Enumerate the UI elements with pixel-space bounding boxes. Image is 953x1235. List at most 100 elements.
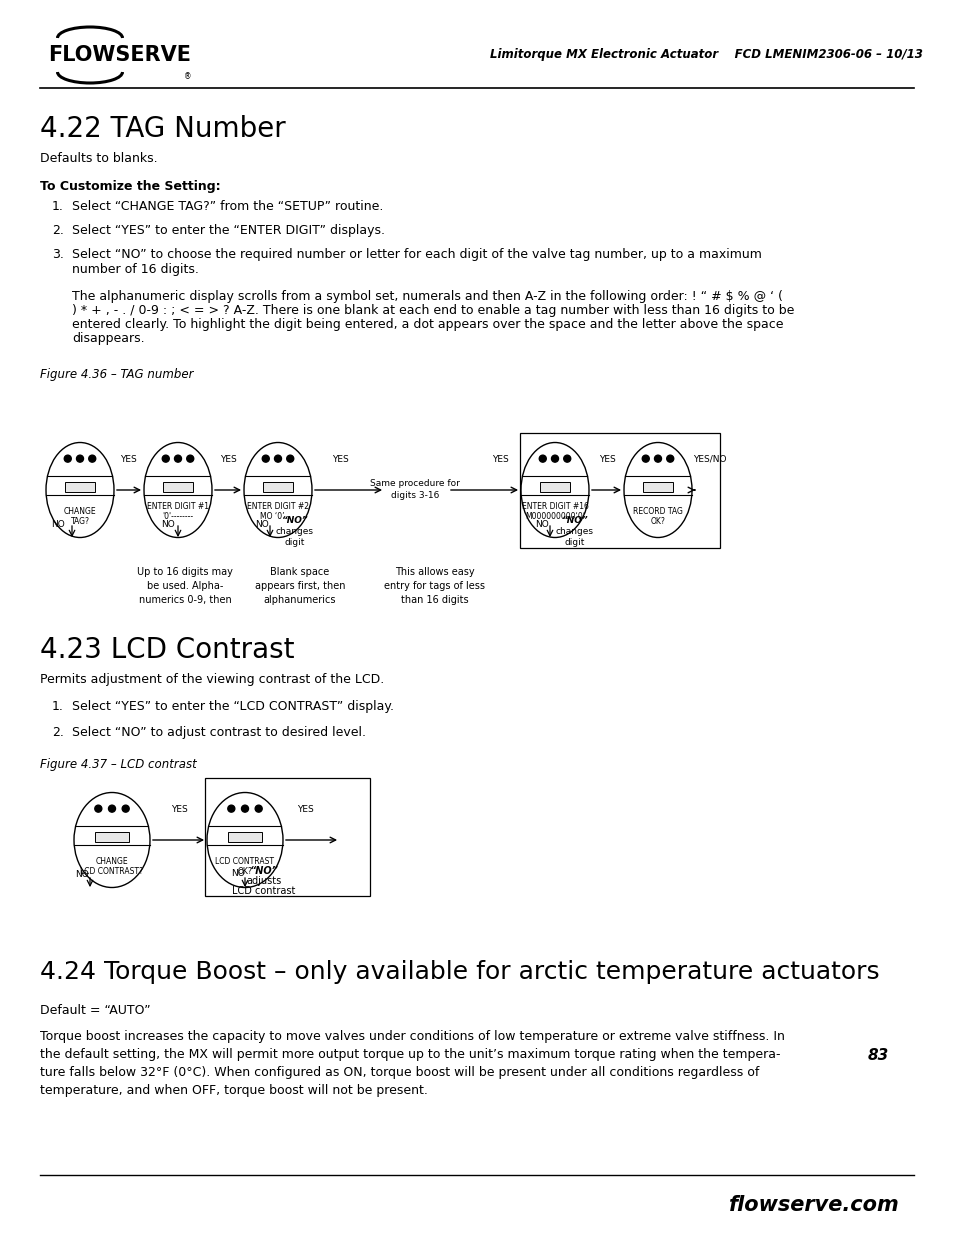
Text: Up to 16 digits may
be used. Alpha-
numerics 0-9, then: Up to 16 digits may be used. Alpha- nume… [137, 567, 233, 605]
Text: NO: NO [161, 520, 174, 529]
FancyBboxPatch shape [65, 483, 95, 492]
Ellipse shape [244, 442, 312, 537]
Text: “NO”: “NO” [281, 516, 308, 525]
Text: RECORD TAG: RECORD TAG [633, 506, 682, 516]
Text: Select “NO” to adjust contrast to desired level.: Select “NO” to adjust contrast to desire… [71, 726, 366, 739]
FancyBboxPatch shape [94, 832, 129, 842]
FancyBboxPatch shape [262, 483, 293, 492]
Text: 4.23 LCD Contrast: 4.23 LCD Contrast [40, 636, 294, 664]
Text: Select “YES” to enter the “LCD CONTRAST” display.: Select “YES” to enter the “LCD CONTRAST”… [71, 700, 394, 713]
Text: Select “YES” to enter the “ENTER DIGIT” displays.: Select “YES” to enter the “ENTER DIGIT” … [71, 224, 385, 237]
Text: NO: NO [535, 520, 548, 529]
Text: the default setting, the MX will permit more output torque up to the unit’s maxi: the default setting, the MX will permit … [40, 1049, 780, 1061]
Text: Figure 4.36 – TAG number: Figure 4.36 – TAG number [40, 368, 193, 382]
Text: Select “CHANGE TAG?” from the “SETUP” routine.: Select “CHANGE TAG?” from the “SETUP” ro… [71, 200, 383, 212]
Ellipse shape [623, 442, 691, 537]
Text: YES: YES [598, 454, 615, 464]
Text: Torque boost increases the capacity to move valves under conditions of low tempe: Torque boost increases the capacity to m… [40, 1030, 784, 1044]
Text: changes: changes [275, 527, 314, 536]
Text: OK?: OK? [237, 867, 253, 876]
Text: CHANGE: CHANGE [95, 857, 128, 866]
Text: Blank space
appears first, then
alphanumerics: Blank space appears first, then alphanum… [254, 567, 345, 605]
Text: OK?: OK? [650, 516, 665, 526]
Circle shape [254, 805, 262, 813]
Text: YES: YES [491, 454, 508, 464]
Text: 83: 83 [866, 1049, 887, 1063]
Text: LCD contrast: LCD contrast [233, 885, 295, 897]
Circle shape [274, 456, 281, 462]
Circle shape [187, 456, 193, 462]
Circle shape [162, 456, 169, 462]
Ellipse shape [520, 442, 588, 537]
Text: '0'--------: '0'-------- [162, 511, 193, 521]
Text: disappears.: disappears. [71, 332, 145, 345]
Text: YES: YES [296, 805, 313, 814]
Circle shape [76, 456, 84, 462]
Circle shape [94, 805, 102, 813]
Text: NO: NO [254, 520, 269, 529]
Text: YES: YES [332, 454, 348, 464]
Text: NO: NO [231, 869, 245, 878]
Text: ENTER DIGIT #1: ENTER DIGIT #1 [147, 501, 209, 510]
FancyBboxPatch shape [642, 483, 673, 492]
Text: YES: YES [219, 454, 236, 464]
Text: Select “NO” to choose the required number or letter for each digit of the valve : Select “NO” to choose the required numbe… [71, 248, 761, 275]
Text: temperature, and when OFF, torque boost will not be present.: temperature, and when OFF, torque boost … [40, 1084, 428, 1097]
FancyBboxPatch shape [539, 483, 570, 492]
Text: digits 3-16: digits 3-16 [391, 492, 438, 500]
Text: MO ‘0’.....: MO ‘0’..... [259, 511, 295, 521]
Text: “NO”: “NO” [250, 866, 278, 876]
Text: adjusts: adjusts [246, 876, 281, 885]
Text: YES/NO: YES/NO [693, 454, 726, 464]
Text: 4.24 Torque Boost – only available for arctic temperature actuators: 4.24 Torque Boost – only available for a… [40, 960, 879, 984]
Text: LCD CONTRAST?: LCD CONTRAST? [80, 867, 143, 876]
Text: changes: changes [556, 527, 594, 536]
Text: YES: YES [119, 454, 136, 464]
Circle shape [287, 456, 294, 462]
Text: NO: NO [75, 869, 89, 879]
Text: Default = “AUTO”: Default = “AUTO” [40, 1004, 151, 1016]
Ellipse shape [74, 793, 150, 888]
Text: 2.: 2. [52, 726, 64, 739]
Text: This allows easy
entry for tags of less
than 16 digits: This allows easy entry for tags of less … [384, 567, 485, 605]
Text: NO: NO [51, 520, 65, 529]
Circle shape [109, 805, 115, 813]
Circle shape [89, 456, 95, 462]
Text: Defaults to blanks.: Defaults to blanks. [40, 152, 157, 165]
Text: ®: ® [184, 72, 192, 82]
Text: 4.22 TAG Number: 4.22 TAG Number [40, 115, 286, 143]
Text: TAG?: TAG? [71, 516, 90, 526]
Circle shape [666, 456, 673, 462]
Text: CHANGE: CHANGE [64, 506, 96, 516]
Text: 1.: 1. [52, 700, 64, 713]
Circle shape [262, 456, 269, 462]
Ellipse shape [144, 442, 212, 537]
Circle shape [563, 456, 570, 462]
Text: 2.: 2. [52, 224, 64, 237]
Text: Same procedure for: Same procedure for [370, 479, 459, 489]
Text: entered clearly. To highlight the digit being entered, a dot appears over the sp: entered clearly. To highlight the digit … [71, 317, 782, 331]
Text: digit: digit [564, 538, 584, 547]
Circle shape [551, 456, 558, 462]
FancyBboxPatch shape [228, 832, 262, 842]
Text: ) * + , - . / 0-9 : ; < = > ? A-Z. There is one blank at each end to enable a ta: ) * + , - . / 0-9 : ; < = > ? A-Z. There… [71, 304, 794, 317]
Text: ENTER DIGIT #2: ENTER DIGIT #2 [247, 501, 309, 510]
Text: Permits adjustment of the viewing contrast of the LCD.: Permits adjustment of the viewing contra… [40, 673, 384, 685]
Text: Figure 4.37 – LCD contrast: Figure 4.37 – LCD contrast [40, 758, 196, 771]
Circle shape [174, 456, 181, 462]
Text: FLOWSERVE: FLOWSERVE [48, 44, 191, 65]
Text: LCD CONTRAST: LCD CONTRAST [215, 857, 274, 866]
Text: flowserve.com: flowserve.com [728, 1195, 899, 1215]
Text: The alphanumeric display scrolls from a symbol set, numerals and then A-Z in the: The alphanumeric display scrolls from a … [71, 290, 782, 303]
Text: 3.: 3. [52, 248, 64, 261]
Circle shape [228, 805, 234, 813]
Text: YES: YES [171, 805, 187, 814]
Text: digit: digit [285, 538, 305, 547]
Text: “NO”: “NO” [561, 516, 588, 525]
Ellipse shape [207, 793, 283, 888]
Text: 1.: 1. [52, 200, 64, 212]
Circle shape [654, 456, 660, 462]
Text: Limitorque MX Electronic Actuator    FCD LMENIM2306-06 – 10/13: Limitorque MX Electronic Actuator FCD LM… [490, 48, 922, 61]
Circle shape [122, 805, 129, 813]
Circle shape [64, 456, 71, 462]
